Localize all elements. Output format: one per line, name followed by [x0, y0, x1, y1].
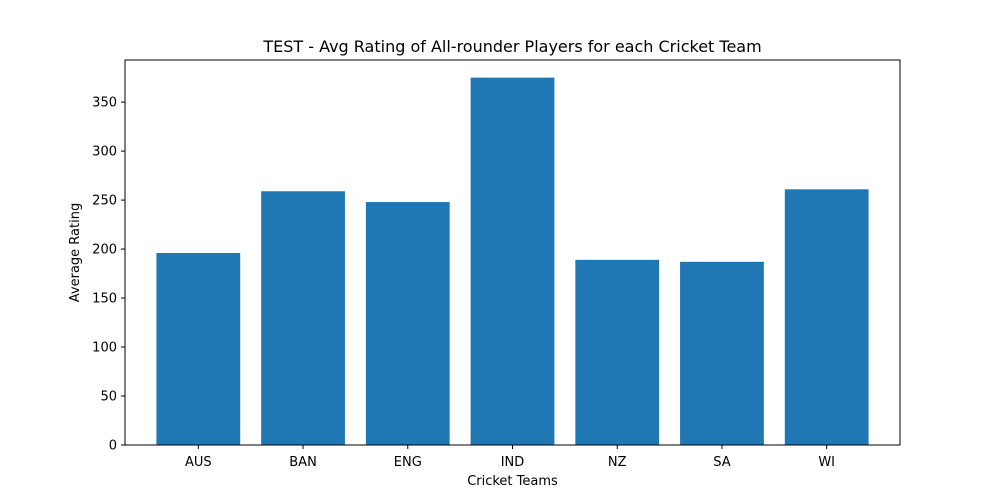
- x-tick-label: IND: [501, 455, 525, 470]
- plot-frame: [124, 59, 901, 446]
- y-tick-label: 200: [92, 243, 117, 258]
- x-tick-label: SA: [713, 455, 730, 470]
- bar-aus: [156, 252, 241, 445]
- y-tick-label: 250: [92, 194, 117, 209]
- y-tick-label: 50: [100, 390, 117, 405]
- x-tick-label: AUS: [185, 455, 212, 470]
- y-tick-label: 300: [92, 145, 117, 160]
- chart-title: TEST - Avg Rating of All-rounder Players…: [262, 37, 761, 56]
- bars-group: [156, 77, 869, 445]
- bar-sa: [680, 261, 764, 445]
- x-axis-label: Cricket Teams: [467, 474, 558, 489]
- bar-ban: [261, 191, 345, 445]
- y-axis: 0 50 100 150 200 250 300 350: [92, 96, 125, 454]
- bar-eng: [365, 202, 450, 445]
- y-tick-label: 150: [92, 292, 117, 307]
- x-tick-label: BAN: [289, 455, 317, 470]
- bar-nz: [575, 259, 660, 445]
- y-tick-label: 0: [109, 439, 117, 454]
- y-tick-label: 100: [92, 341, 117, 356]
- x-tick-label: ENG: [394, 455, 422, 470]
- y-axis-label: Average Rating: [68, 203, 83, 302]
- x-tick-label: NZ: [608, 455, 627, 470]
- bar-ind: [470, 77, 555, 445]
- x-axis: AUS BAN ENG IND NZ SA WI: [185, 445, 835, 470]
- bar-wi: [784, 189, 869, 445]
- x-tick-label: WI: [818, 455, 835, 470]
- y-tick-label: 350: [92, 96, 117, 111]
